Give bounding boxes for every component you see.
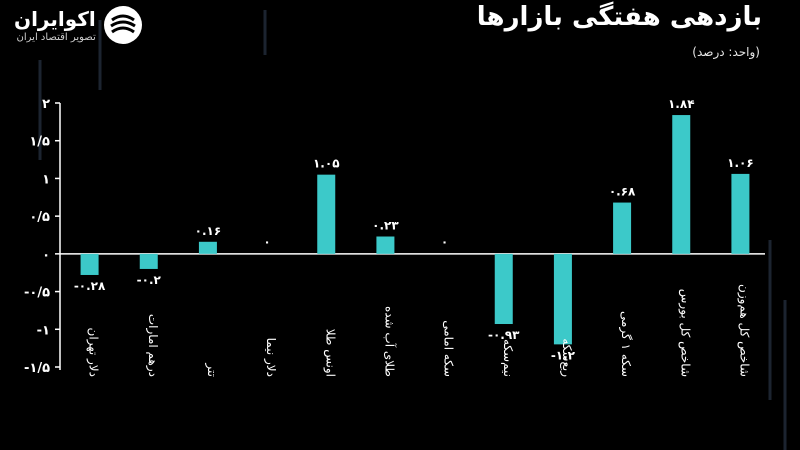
bar (553, 253, 572, 345)
y-tick-label: ۲ (42, 97, 50, 112)
x-tick-label: دلار تهران (86, 328, 101, 377)
logo-brand: اکوایران (14, 6, 96, 31)
data-label: ۰.۲۳ (372, 219, 399, 233)
y-tick-label: ۱ (42, 172, 50, 187)
y-tick-label: ۰ (42, 248, 50, 263)
y-tick-label: ۰/۵ (29, 210, 50, 225)
data-label: -۰.۹۳ (488, 328, 520, 342)
data-label: ۱.۰۶ (727, 156, 754, 170)
data-label: ۰.۶۸ (609, 185, 636, 199)
data-label: ۰ (441, 235, 448, 249)
x-tick-label: طلای آب شده (382, 306, 397, 377)
x-tick-label: سکه ۱ گرمی (618, 311, 633, 377)
bar (317, 174, 336, 254)
bar (80, 253, 99, 275)
x-tick-label: شاخص کل هم‌وزن (736, 284, 751, 377)
x-tick-label: ربع‌سکه (559, 338, 574, 377)
bar (613, 202, 632, 254)
chart-title: بازدهی هفتگی بازارها (476, 2, 762, 32)
bar (139, 253, 158, 269)
x-tick-label: درهم امارات (145, 314, 160, 377)
data-label: ۰.۱۶ (195, 224, 222, 238)
data-label: -۱.۲ (551, 348, 576, 362)
y-tick-label: -۱/۵ (24, 361, 50, 376)
data-label: -۰.۲ (137, 273, 162, 287)
data-label: -۰.۲۸ (74, 279, 106, 293)
x-tick-label: اونس طلا (322, 329, 337, 377)
x-tick-label: دلار نیما (263, 338, 278, 377)
y-tick-label: ۱/۵ (29, 135, 50, 150)
bar (198, 241, 217, 254)
y-tick-label: -۱ (37, 323, 50, 338)
x-tick-label: شاخص کل بورس (677, 289, 692, 377)
logo: اکوایران تصویر اقتصاد ایران (14, 4, 144, 46)
bar (672, 115, 691, 254)
chart-unit: (واحد: درصد) (692, 45, 760, 59)
bar (731, 173, 750, 254)
x-tick-label: سکه امامی (442, 320, 456, 377)
data-label: ۱.۰۵ (313, 157, 340, 171)
data-label: ۱.۸۴ (668, 97, 695, 111)
x-tick-label: تتر (204, 362, 219, 377)
data-label: ۰ (263, 235, 270, 249)
bar (376, 236, 395, 254)
bar (494, 253, 513, 325)
x-tick-label: نیم‌سکه (501, 339, 515, 377)
y-tick-label: -۰/۵ (24, 286, 50, 301)
logo-tagline: تصویر اقتصاد ایران (16, 31, 96, 43)
logo-mark-icon (103, 6, 142, 44)
